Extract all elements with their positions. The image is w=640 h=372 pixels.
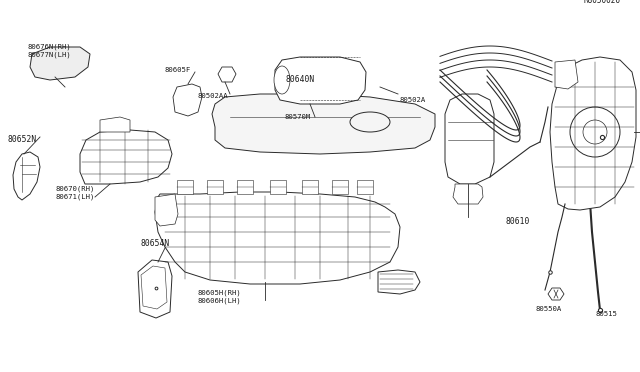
- Text: 80605F: 80605F: [165, 67, 191, 73]
- Polygon shape: [177, 180, 193, 194]
- Text: 80550A: 80550A: [535, 306, 561, 312]
- Polygon shape: [378, 270, 420, 294]
- Text: 80502AA: 80502AA: [198, 93, 228, 99]
- Ellipse shape: [350, 112, 390, 132]
- Polygon shape: [357, 180, 373, 194]
- Ellipse shape: [274, 66, 290, 94]
- Polygon shape: [80, 130, 172, 184]
- Polygon shape: [212, 94, 435, 154]
- Text: 80605H(RH)
80606H(LH): 80605H(RH) 80606H(LH): [197, 290, 241, 304]
- Polygon shape: [237, 180, 253, 194]
- Polygon shape: [100, 117, 130, 132]
- Polygon shape: [141, 266, 167, 309]
- Text: 80502A: 80502A: [400, 97, 426, 103]
- Polygon shape: [302, 180, 318, 194]
- Polygon shape: [155, 192, 400, 284]
- Polygon shape: [138, 260, 172, 318]
- Text: 80676N(RH)
80677N(LH): 80676N(RH) 80677N(LH): [28, 44, 72, 58]
- Polygon shape: [155, 194, 178, 226]
- Text: 80670(RH)
80671(LH): 80670(RH) 80671(LH): [55, 186, 94, 200]
- Polygon shape: [550, 57, 636, 210]
- Polygon shape: [275, 57, 366, 104]
- Text: 80652N: 80652N: [8, 135, 37, 144]
- Polygon shape: [445, 94, 494, 184]
- Polygon shape: [453, 184, 483, 204]
- Text: R8050026: R8050026: [583, 0, 620, 5]
- Polygon shape: [13, 152, 40, 200]
- Text: 80570M: 80570M: [285, 114, 311, 120]
- Polygon shape: [332, 180, 348, 194]
- Polygon shape: [30, 47, 90, 80]
- Text: 80515: 80515: [595, 311, 617, 317]
- Text: 80610: 80610: [505, 218, 529, 227]
- Polygon shape: [207, 180, 223, 194]
- Polygon shape: [548, 288, 564, 300]
- Polygon shape: [555, 60, 578, 89]
- Text: 80654N: 80654N: [140, 239, 170, 248]
- Polygon shape: [270, 180, 286, 194]
- Text: 80640N: 80640N: [285, 75, 315, 84]
- Polygon shape: [173, 84, 202, 116]
- Polygon shape: [218, 67, 236, 82]
